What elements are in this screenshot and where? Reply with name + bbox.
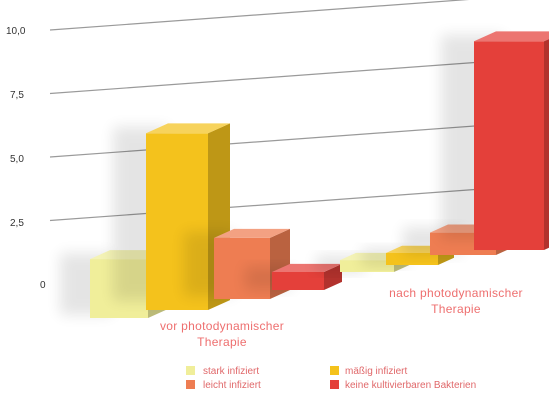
- legend-label-leicht: leicht infiziert: [203, 380, 261, 391]
- bar-top-keine: [474, 31, 549, 42]
- bar-mig: [386, 253, 438, 265]
- group-label-nach-line2: Therapie: [431, 302, 481, 316]
- gridline: [49, 0, 470, 31]
- group-label-vor-line1: vor photodynamischer: [160, 319, 284, 333]
- bar-keine: [272, 272, 324, 290]
- bar-top-leicht: [214, 228, 290, 238]
- bar-top-mig: [146, 123, 230, 134]
- legend-swatch-stark: [186, 366, 195, 375]
- legend-swatch-maessig: [330, 366, 339, 375]
- y-tick-label: 2,5: [10, 218, 24, 229]
- group-label-nach-line1: nach photodynamischer: [389, 286, 523, 300]
- legend-label-stark: stark infiziert: [203, 366, 259, 377]
- legend-label-maessig: mäßig infiziert: [345, 366, 407, 377]
- group-label-vor-line2: Therapie: [197, 335, 247, 349]
- y-tick-label: 5,0: [10, 154, 24, 165]
- y-tick-label: 0: [40, 280, 46, 291]
- gridline: [49, 59, 505, 95]
- legend-label-keine: keine kultivierbaren Bakterien: [345, 380, 476, 391]
- bar-keine: [474, 41, 544, 251]
- y-tick-label: 7,5: [10, 90, 24, 101]
- legend-swatch-leicht: [186, 380, 195, 389]
- bar-stark: [340, 260, 394, 272]
- y-tick-label: 10,0: [6, 26, 26, 37]
- legend-swatch-keine: [330, 380, 339, 389]
- bar-side-keine: [544, 39, 549, 250]
